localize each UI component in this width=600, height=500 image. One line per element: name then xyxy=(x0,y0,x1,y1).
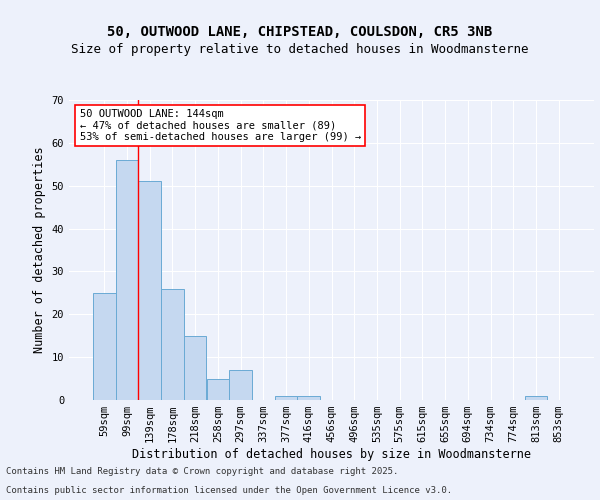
Text: 50, OUTWOOD LANE, CHIPSTEAD, COULSDON, CR5 3NB: 50, OUTWOOD LANE, CHIPSTEAD, COULSDON, C… xyxy=(107,26,493,40)
Bar xyxy=(116,160,139,400)
X-axis label: Distribution of detached houses by size in Woodmansterne: Distribution of detached houses by size … xyxy=(132,448,531,461)
Text: Size of property relative to detached houses in Woodmansterne: Size of property relative to detached ho… xyxy=(71,44,529,57)
Bar xyxy=(298,396,320,400)
Y-axis label: Number of detached properties: Number of detached properties xyxy=(33,146,46,354)
Bar xyxy=(184,336,206,400)
Text: Contains public sector information licensed under the Open Government Licence v3: Contains public sector information licen… xyxy=(6,486,452,495)
Bar xyxy=(229,370,252,400)
Bar xyxy=(524,396,547,400)
Bar xyxy=(275,396,298,400)
Bar xyxy=(161,288,184,400)
Bar xyxy=(206,378,229,400)
Text: Contains HM Land Registry data © Crown copyright and database right 2025.: Contains HM Land Registry data © Crown c… xyxy=(6,467,398,476)
Text: 50 OUTWOOD LANE: 144sqm
← 47% of detached houses are smaller (89)
53% of semi-de: 50 OUTWOOD LANE: 144sqm ← 47% of detache… xyxy=(79,109,361,142)
Bar xyxy=(93,293,116,400)
Bar xyxy=(139,182,161,400)
